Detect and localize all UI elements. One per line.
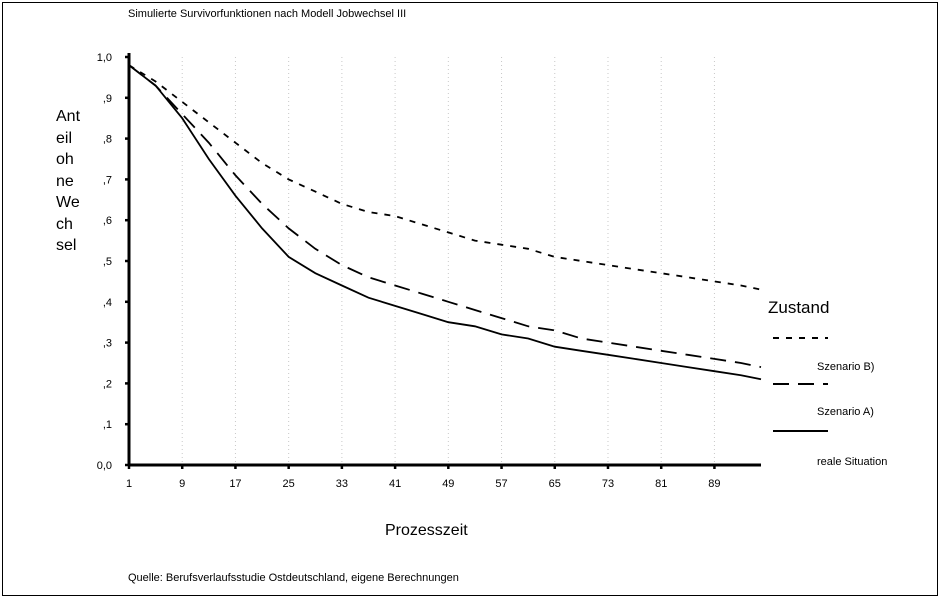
y-tick-label: ,4 [103, 297, 112, 309]
y-tick-label: ,2 [103, 378, 112, 390]
legend-title: Zustand [768, 298, 830, 317]
y-axis-label-line: ch [56, 215, 73, 233]
x-tick-label: 81 [655, 478, 667, 490]
y-axis-label-line: eil [56, 129, 73, 147]
series-line [128, 64, 762, 291]
chart-title: Simulierte Survivorfunktionen nach Model… [128, 8, 407, 20]
x-tick-label: 33 [336, 478, 348, 490]
x-tick-label: 9 [179, 478, 185, 490]
y-axis-label-line: sel [56, 237, 77, 254]
legend-label: Szenario B) [817, 361, 875, 373]
y-tick-label: ,1 [103, 419, 112, 431]
source-note: Quelle: Berufsverlaufsstudie Ostdeutschl… [128, 572, 459, 584]
y-tick-label: ,5 [103, 256, 112, 268]
y-tick-label: 0,0 [97, 460, 112, 472]
y-tick-label: ,3 [103, 338, 112, 350]
x-tick-label: 73 [602, 478, 614, 490]
x-tick-label: 57 [495, 478, 507, 490]
x-axis-label: Prozesszeit [385, 522, 468, 539]
x-tick-label: 89 [708, 478, 720, 490]
x-tick-label: 49 [442, 478, 454, 490]
y-axis-label: Ant eil oh ne We ch sel [56, 106, 80, 257]
x-tick-label: 65 [549, 478, 561, 490]
y-axis-label-line: We [56, 194, 80, 211]
x-tick-label: 25 [283, 478, 295, 490]
y-axis-label-line: Ant [56, 108, 81, 125]
y-tick-label: ,6 [103, 215, 112, 227]
y-tick-label: 1,0 [97, 52, 112, 64]
y-axis-label-line: ne [56, 172, 74, 190]
x-tick-label: 41 [389, 478, 401, 490]
x-tick-label: 17 [229, 478, 241, 490]
y-tick-label: ,8 [103, 134, 112, 146]
series-line [128, 64, 762, 368]
legend-label: Szenario A) [817, 406, 874, 418]
legend-label: reale Situation [817, 456, 888, 468]
y-tick-label: ,9 [103, 93, 112, 105]
series-line [128, 64, 762, 381]
y-axis-label-line: oh [56, 151, 74, 168]
y-tick-label: ,7 [103, 174, 112, 186]
x-tick-label: 1 [126, 478, 132, 490]
